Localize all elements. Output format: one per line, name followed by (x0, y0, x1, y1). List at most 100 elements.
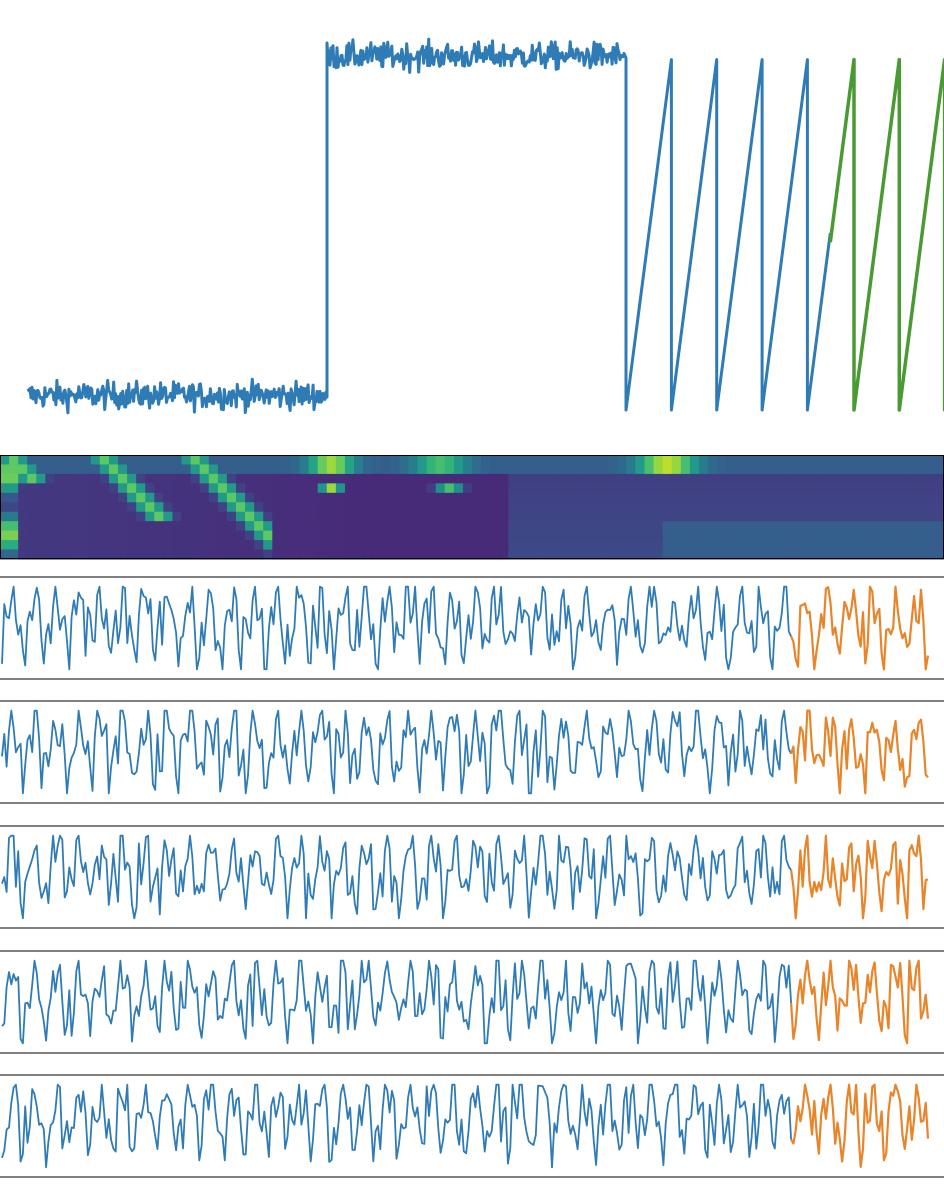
heatmap-cell (472, 511, 482, 522)
heatmap-cell (826, 492, 836, 503)
heatmap-cell (18, 492, 28, 503)
heatmap-cell (508, 540, 518, 551)
heatmap-cell (608, 530, 618, 541)
heatmap-cell (399, 473, 410, 484)
heatmap-cell (708, 455, 718, 466)
heatmap-cell (689, 483, 700, 494)
heatmap-cell (208, 530, 219, 541)
heatmap-cell (717, 483, 727, 494)
heatmap-cell (472, 521, 482, 532)
heatmap-cell (698, 502, 709, 513)
heatmap-cell (45, 492, 56, 503)
heatmap-cell (417, 492, 428, 503)
heatmap-cell (608, 492, 618, 503)
heatmap-cell (354, 473, 364, 484)
heatmap-cell (399, 455, 410, 466)
heatmap-cell (708, 483, 718, 494)
heatmap-cell (562, 530, 573, 541)
heatmap-cell (689, 530, 700, 541)
heatmap-cell (9, 530, 19, 541)
heatmap-cell (299, 540, 310, 551)
heatmap-cell (907, 511, 918, 522)
heatmap-cell (36, 473, 46, 484)
heatmap-cell (245, 511, 255, 522)
heatmap-cell (181, 511, 192, 522)
heatmap-cell (898, 455, 909, 466)
heatmap-cell (363, 530, 373, 541)
heatmap-cell (335, 511, 346, 522)
heatmap-cell (326, 483, 337, 494)
heatmap-cell (308, 502, 319, 513)
heatmap-cell (263, 521, 273, 532)
heatmap-cell (199, 530, 210, 541)
heatmap-cell (553, 530, 564, 541)
heatmap-cell (826, 549, 836, 560)
heatmap-cell (190, 483, 201, 494)
heatmap-cell (90, 511, 101, 522)
heatmap-cell (708, 492, 718, 503)
heatmap-cell (381, 492, 391, 503)
heatmap-cell (571, 492, 582, 503)
heatmap-cell (372, 483, 382, 494)
heatmap-cell (826, 455, 836, 466)
heatmap-cell (36, 502, 46, 513)
heatmap-cell (744, 464, 754, 475)
heatmap-cell (599, 483, 609, 494)
heatmap-cell (871, 492, 882, 503)
heatmap-cell (526, 540, 537, 551)
heatmap-cell (254, 540, 264, 551)
heatmap-cell (553, 521, 564, 532)
heatmap-cell (0, 540, 10, 551)
heatmap-cell (671, 473, 682, 484)
heatmap-cell (154, 483, 164, 494)
heatmap-cell (372, 549, 382, 560)
heatmap-cell (154, 455, 164, 466)
heatmap-cell (435, 530, 446, 541)
heatmap-cell (308, 464, 319, 475)
heatmap-cell (145, 483, 155, 494)
heatmap-cell (417, 455, 428, 466)
heatmap-cell (263, 464, 273, 475)
heatmap-cell (290, 464, 301, 475)
heatmap-cell (535, 530, 546, 541)
heatmap-cell (617, 492, 627, 503)
heatmap-cell (136, 540, 146, 551)
heatmap-cell (245, 455, 255, 466)
heatmap-cell (453, 464, 464, 475)
heatmap-cell (390, 492, 400, 503)
heatmap-cell (671, 511, 682, 522)
heatmap-cell (490, 473, 500, 484)
heatmap-cell (562, 540, 573, 551)
heatmap-cell (354, 549, 364, 560)
heatmap-cell (916, 455, 927, 466)
heatmap-cell (689, 511, 700, 522)
heatmap-cell (735, 483, 745, 494)
heatmap-cell (535, 492, 546, 503)
heatmap-cell (18, 530, 28, 541)
heatmap-cell (635, 540, 646, 551)
heatmap-cell (372, 530, 382, 541)
heatmap-cell (644, 483, 655, 494)
heatmap-cell (263, 549, 273, 560)
heatmap-cell (272, 473, 282, 484)
heatmap-cell (499, 521, 509, 532)
heatmap-cell (571, 521, 582, 532)
heatmap-cell (0, 455, 10, 466)
heatmap-cell (608, 483, 618, 494)
heatmap-cell (708, 530, 718, 541)
heatmap-cell (835, 455, 845, 466)
heatmap-cell (780, 483, 791, 494)
heatmap-cell (807, 530, 818, 541)
heatmap-cell (335, 530, 346, 541)
heatmap-cell (54, 492, 65, 503)
heatmap-cell (426, 540, 437, 551)
heatmap-cell (626, 464, 636, 475)
heatmap-cell (472, 530, 482, 541)
heatmap-cell (907, 455, 918, 466)
heatmap-cell (571, 549, 582, 560)
heatmap-cell (36, 483, 46, 494)
heatmap-cell (517, 502, 528, 513)
heatmap-cell (462, 511, 473, 522)
heatmap-cell (263, 492, 273, 503)
heatmap-cell (771, 473, 782, 484)
